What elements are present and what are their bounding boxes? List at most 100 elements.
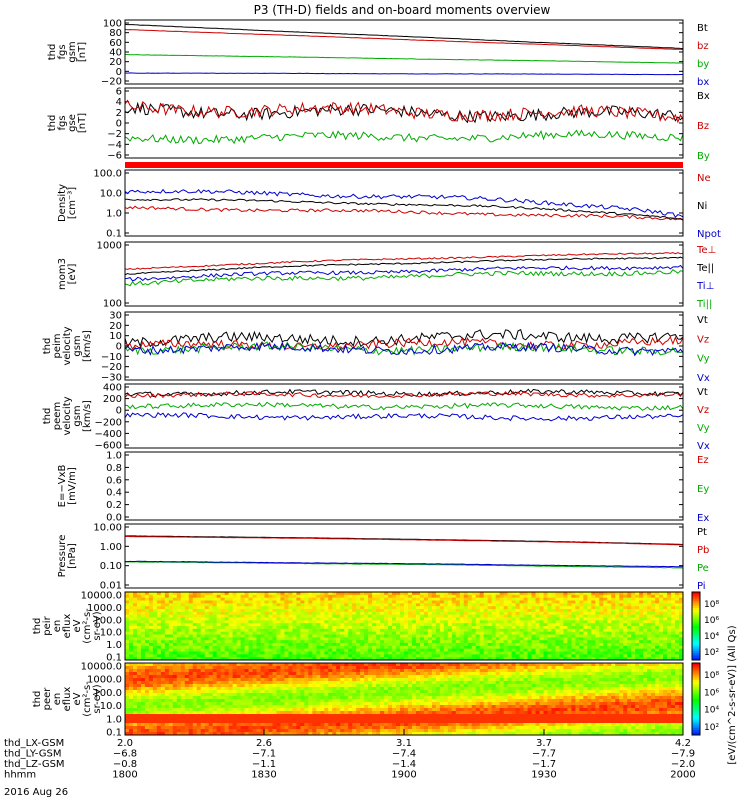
- spectrogram-cell: [532, 646, 536, 649]
- spectrogram-cell: [185, 696, 189, 700]
- spectrogram-cell: [404, 603, 408, 606]
- colorbar-tick-label: 10⁸: [704, 600, 719, 610]
- spectrogram-cell: [257, 696, 261, 700]
- spectrogram-cell: [225, 699, 229, 703]
- spectrogram-cell: [133, 729, 137, 733]
- spectrogram-cell: [276, 684, 280, 688]
- spectrogram-cell: [368, 603, 372, 606]
- spectrogram-cell: [364, 603, 368, 606]
- spectrogram-cell: [615, 646, 619, 649]
- spectrogram-cell: [157, 696, 161, 700]
- spectrogram-cell: [300, 702, 304, 706]
- spectrogram-cell: [316, 705, 320, 709]
- spectrogram-cell: [129, 684, 133, 688]
- spectrogram-cell: [276, 690, 280, 694]
- spectrogram-cell: [189, 693, 193, 697]
- spectrogram-cell: [659, 646, 663, 649]
- spectrogram-cell: [181, 687, 185, 691]
- spectrogram-cell: [591, 612, 595, 615]
- spectrogram-cell: [312, 699, 316, 703]
- spectrogram-cell: [225, 646, 229, 649]
- y-tick-label: 0.6: [106, 475, 122, 486]
- spectrogram-cell: [233, 603, 237, 606]
- spectrogram-cell: [221, 693, 225, 697]
- spectrogram-cell: [344, 603, 348, 606]
- spectrogram-cell: [221, 663, 225, 667]
- spectrogram-cell: [133, 702, 137, 706]
- spectrogram-cell: [225, 726, 229, 730]
- spectrogram-cell: [460, 612, 464, 615]
- spectrogram-cell: [205, 708, 209, 712]
- spectrogram-cell: [336, 699, 340, 703]
- spectrogram-cell: [141, 672, 145, 676]
- spectrogram-cell: [555, 603, 559, 606]
- spectrogram-cell: [197, 672, 201, 676]
- spectrogram-cell: [308, 654, 312, 657]
- spectrogram-cell: [161, 690, 165, 694]
- spectrogram-cell: [444, 654, 448, 657]
- spectrogram-cell: [324, 720, 328, 724]
- spectrogram-cell: [516, 620, 520, 623]
- spectrogram-cell: [145, 637, 149, 640]
- spectrogram-cell: [300, 723, 304, 727]
- spectrogram-cell: [619, 595, 623, 598]
- series-line: [125, 413, 683, 421]
- spectrogram-cell: [173, 612, 177, 615]
- spectrogram-cell: [261, 684, 265, 688]
- spectrogram-cell: [320, 699, 324, 703]
- spectrogram-cell: [436, 629, 440, 632]
- spectrogram-cell: [268, 726, 272, 730]
- spectrogram-cell: [328, 666, 332, 670]
- spectrogram-cell: [173, 646, 177, 649]
- spectrogram-cell: [229, 675, 233, 679]
- spectrogram-cell: [635, 620, 639, 623]
- spectrogram-cell: [157, 690, 161, 694]
- spectrogram-cell: [579, 637, 583, 640]
- spectrogram-cell: [249, 720, 253, 724]
- spectrogram-cell: [332, 705, 336, 709]
- spectrogram-cell: [547, 646, 551, 649]
- spectrogram-cell: [261, 717, 265, 721]
- spectrogram-cell: [547, 612, 551, 615]
- spectrogram-cell: [241, 684, 245, 688]
- spectrogram-cell: [141, 726, 145, 730]
- spectrogram-cell: [472, 595, 476, 598]
- spectrogram-cell: [583, 629, 587, 632]
- spectrogram-cell: [125, 672, 129, 676]
- spectrogram-cell: [129, 603, 133, 606]
- spectrogram-cell: [320, 726, 324, 730]
- spectrogram-cell: [567, 637, 571, 640]
- spectrogram-cell: [261, 723, 265, 727]
- spectrogram-cell: [193, 595, 197, 598]
- spectrogram-cell: [149, 637, 153, 640]
- y-axis-label: [cm⁻³]: [67, 187, 78, 219]
- spectrogram-cell: [671, 603, 675, 606]
- spectrogram-cell: [268, 612, 272, 615]
- spectrogram-cell: [296, 720, 300, 724]
- spectrogram-cell: [496, 595, 500, 598]
- spectrogram-cell: [225, 637, 229, 640]
- spectrogram-cell: [396, 612, 400, 615]
- spectrogram-cell: [528, 612, 532, 615]
- spectrogram-cell: [571, 654, 575, 657]
- spectrogram-cell: [169, 675, 173, 679]
- spectrogram-cell: [173, 603, 177, 606]
- spectrogram-cell: [153, 705, 157, 709]
- spectrogram-cell: [547, 654, 551, 657]
- spectrogram-cell: [428, 620, 432, 623]
- spectrogram-cell: [611, 654, 615, 657]
- spectrogram-cell: [173, 711, 177, 715]
- spectrogram-cell: [241, 708, 245, 712]
- spectrogram-cell: [133, 720, 137, 724]
- spectrogram-cell: [324, 729, 328, 733]
- spectrogram-cell: [627, 620, 631, 623]
- spectrogram-cell: [153, 690, 157, 694]
- spectrogram-cell: [563, 654, 567, 657]
- spectrogram-cell: [555, 629, 559, 632]
- spectrogram-cell: [173, 708, 177, 712]
- spectrogram-cell: [639, 637, 643, 640]
- spectrogram-cell: [524, 620, 528, 623]
- spectrogram-cell: [225, 705, 229, 709]
- spectrogram-cell: [133, 681, 137, 685]
- spectrogram-cell: [611, 637, 615, 640]
